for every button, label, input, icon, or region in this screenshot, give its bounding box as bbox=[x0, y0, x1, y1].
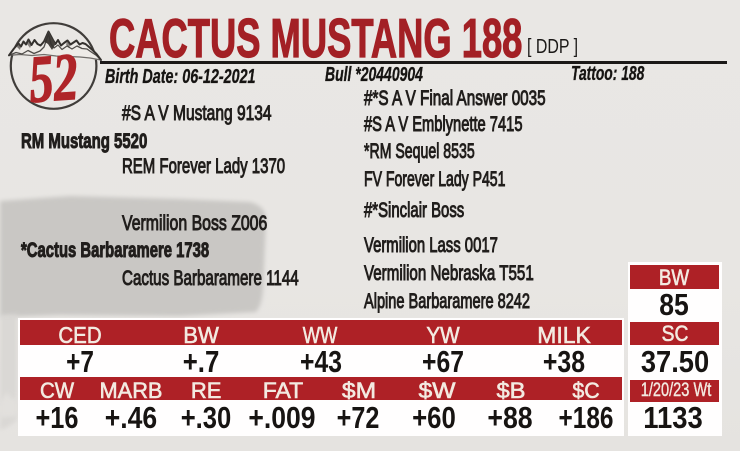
svg-text:52: 52 bbox=[26, 39, 80, 116]
